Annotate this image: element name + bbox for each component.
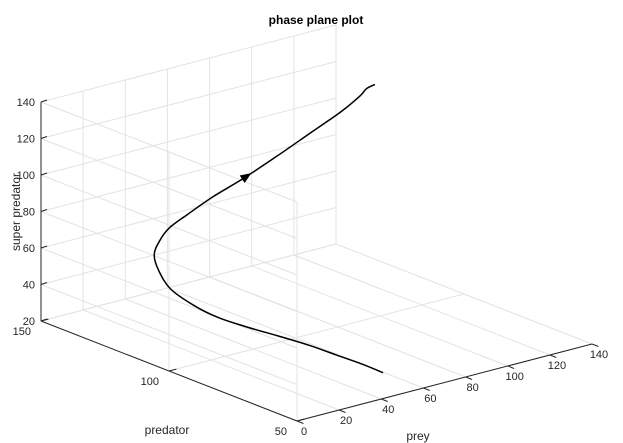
z-tick-mark (40, 99, 48, 103)
z-tick-mark (40, 136, 48, 139)
z-tick-label: 120 (17, 134, 35, 146)
tick-labels: 0204060801001201405010015020406080100120… (13, 97, 609, 438)
grid-line-back-z (40, 207, 337, 285)
x-tick-mark (549, 354, 557, 358)
y-tick-label: 50 (275, 426, 287, 438)
grid-line-back-z (40, 134, 337, 212)
grid-line-back-z (40, 97, 337, 176)
z-tick-mark (40, 318, 48, 322)
grid-line-floor-y (168, 293, 465, 372)
x-tick-mark (338, 409, 346, 413)
z-tick-label: 80 (23, 207, 35, 219)
z-axis-label: super predator (9, 173, 23, 251)
x-tick-mark (381, 398, 388, 402)
x-tick-label: 0 (301, 426, 307, 438)
x-tick-label: 140 (590, 349, 608, 361)
x-tick-label: 40 (382, 404, 394, 416)
x-tick-label: 60 (424, 393, 436, 405)
z-tick-mark (40, 245, 48, 249)
x-tick-label: 100 (506, 371, 524, 383)
y-axis-label: predator (145, 423, 190, 437)
grid-line-side-z (40, 101, 298, 203)
x-tick-mark (465, 376, 473, 380)
grid-line-side-z (40, 211, 298, 312)
grid-line-side-z (40, 284, 298, 385)
grid-line-back-z (40, 61, 337, 139)
y-tick-mark (168, 368, 177, 372)
z-tick-label: 40 (23, 280, 35, 292)
x-tick-mark (296, 420, 304, 424)
x-tick-mark (507, 365, 515, 369)
x-axis-line (296, 343, 593, 422)
grid-line-back-z (40, 24, 337, 103)
z-tick-mark (40, 282, 48, 285)
x-tick-mark (423, 387, 430, 391)
grid-line-back-z (40, 243, 337, 322)
grid-line-back-z (40, 170, 337, 249)
x-tick-label: 120 (548, 360, 566, 372)
y-tick-label: 100 (141, 376, 159, 388)
y-tick-label: 150 (13, 326, 31, 338)
z-tick-mark (40, 172, 48, 176)
z-tick-label: 100 (17, 170, 35, 182)
grid-lines (40, 24, 593, 422)
x-tick-label: 20 (340, 415, 352, 427)
x-tick-label: 80 (466, 382, 478, 394)
grid-line-side-z (40, 174, 298, 276)
trajectory (153, 83, 384, 374)
y-tick-mark (296, 418, 305, 422)
chart-title: phase plane plot (269, 13, 364, 27)
z-tick-mark (40, 209, 48, 212)
z-tick-label: 140 (17, 97, 35, 109)
z-tick-label: 20 (23, 316, 35, 328)
axes (40, 99, 599, 424)
x-axis-label: prey (406, 429, 429, 443)
x-tick-mark (591, 343, 599, 347)
z-tick-label: 60 (23, 243, 35, 255)
trajectory-line (153, 83, 384, 374)
grid-line-side-z (40, 247, 298, 349)
direction-arrow (239, 173, 252, 183)
grid-line-side-z (40, 138, 298, 239)
